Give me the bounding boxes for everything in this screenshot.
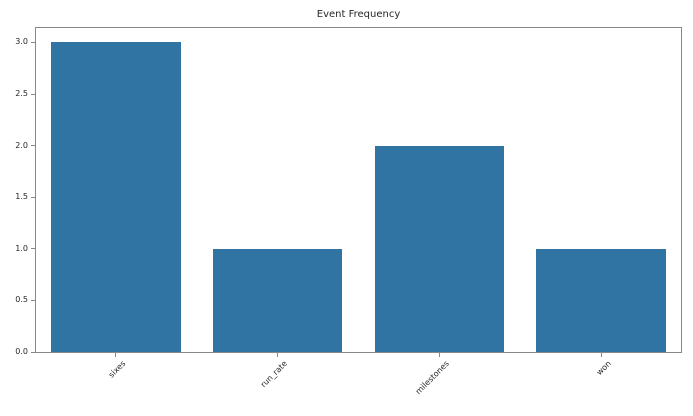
x-tick-label: won <box>594 359 613 378</box>
x-tick-label: milestones <box>413 359 451 397</box>
y-tick-label: 2.0 <box>15 140 28 150</box>
y-tick-label: 1.0 <box>15 243 28 253</box>
x-tick-mark <box>277 353 279 357</box>
x-tick-mark <box>115 353 117 357</box>
y-tick-mark <box>31 93 35 95</box>
bar-milestones <box>374 145 505 352</box>
chart-title: Event Frequency <box>316 9 401 20</box>
x-tick-mark <box>600 353 602 357</box>
y-tick-mark <box>31 41 35 43</box>
y-tick-mark <box>31 248 35 250</box>
y-tick-label: 0.0 <box>15 347 28 356</box>
bar-sixes <box>51 42 181 352</box>
x-tick-label: sixes <box>106 359 128 380</box>
y-tick-label: 2.5 <box>15 89 28 99</box>
y-tick-mark <box>31 145 35 147</box>
bar-won <box>536 248 666 352</box>
x-tick-mark <box>438 353 440 357</box>
y-tick-label: 1.5 <box>15 192 28 202</box>
y-tick-mark <box>31 351 35 353</box>
y-tick-mark <box>31 196 35 198</box>
x-tick-label: run_rate <box>258 359 289 390</box>
y-tick-mark <box>31 299 35 301</box>
bar-run_rate <box>212 248 343 352</box>
y-tick-label: 0.5 <box>15 295 28 305</box>
y-tick-label: 3.0 <box>15 37 28 47</box>
